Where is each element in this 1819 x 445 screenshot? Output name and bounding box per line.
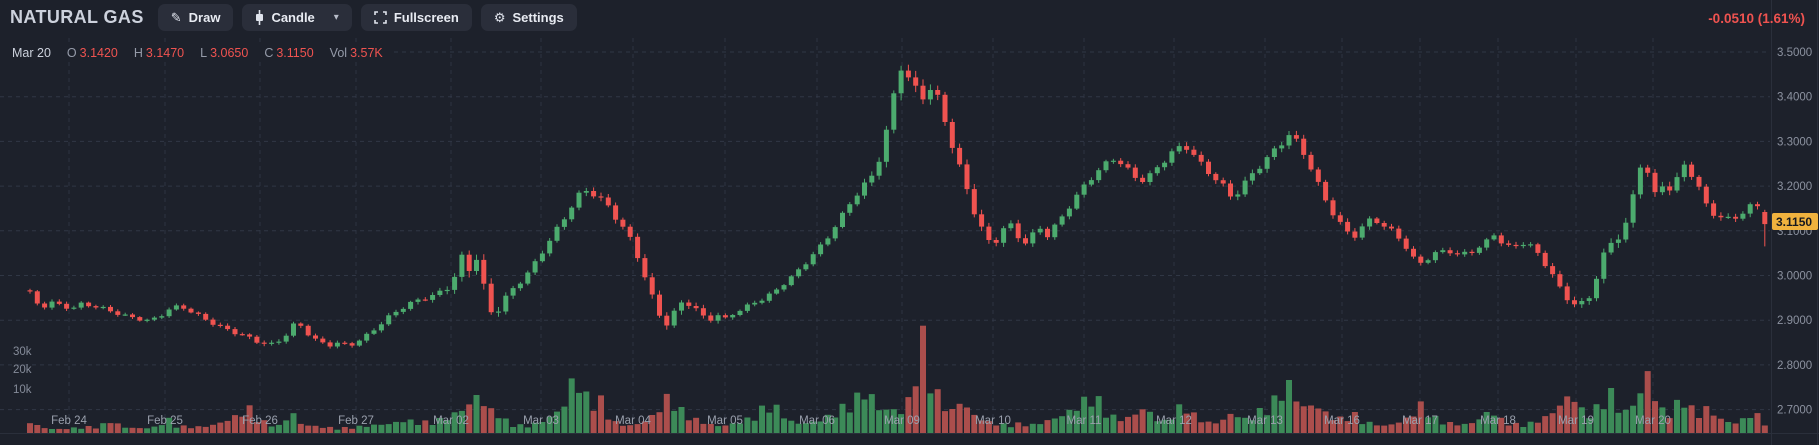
legend-item: O 3.1420 — [67, 46, 118, 60]
svg-text:3.3000: 3.3000 — [1777, 136, 1812, 148]
legend-item-label: C — [264, 46, 274, 60]
svg-text:30k: 30k — [13, 346, 32, 358]
svg-text:2.7000: 2.7000 — [1777, 405, 1812, 417]
y-axis[interactable]: 3.50003.40003.30003.20003.10003.00002.90… — [1777, 47, 1812, 417]
legend-item-label: H — [133, 46, 143, 60]
x-axis[interactable]: Feb 24 Feb 25 Feb 26 Feb 27 Mar 02 Mar 03 Mar … — [51, 415, 1671, 427]
candle-type-dropdown[interactable]: Candle ▾ — [242, 4, 352, 31]
svg-text:3.4000: 3.4000 — [1777, 92, 1812, 104]
svg-text:Mar 20: Mar 20 — [1635, 415, 1671, 427]
legend-item-value: 3.0650 — [210, 46, 249, 60]
legend-item-label: Vol — [329, 46, 348, 60]
svg-text:Mar 17: Mar 17 — [1402, 415, 1438, 427]
legend-item-label: O — [66, 46, 77, 60]
svg-text:Mar 11: Mar 11 — [1067, 415, 1102, 427]
svg-text:Mar 19: Mar 19 — [1558, 415, 1594, 427]
draw-button[interactable]: ✎ Draw — [157, 4, 234, 31]
svg-text:Mar 18: Mar 18 — [1480, 415, 1516, 427]
svg-text:Mar 09: Mar 09 — [884, 415, 920, 427]
volume-layer — [27, 325, 1768, 433]
fullscreen-button-label: Fullscreen — [393, 10, 459, 25]
pencil-icon: ✎ — [170, 10, 182, 25]
legend-item: C 3.1150 — [264, 46, 313, 60]
legend-item-value: 3.57K — [350, 46, 383, 60]
svg-text:Mar 06: Mar 06 — [799, 415, 835, 427]
price-change: -0.0510 (1.61%) — [1708, 11, 1805, 26]
legend-item: Vol 3.57K — [330, 46, 383, 60]
svg-text:20k: 20k — [13, 364, 32, 376]
last-price-tag: 3.1150 — [1772, 213, 1818, 230]
svg-text:3.0000: 3.0000 — [1777, 271, 1812, 283]
svg-text:2.9000: 2.9000 — [1777, 315, 1812, 327]
svg-text:Mar 02: Mar 02 — [433, 415, 469, 427]
legend-item: L 3.0650 — [200, 46, 248, 60]
settings-button-label: Settings — [512, 10, 564, 25]
svg-text:Feb 25: Feb 25 — [147, 415, 183, 427]
ohlc-legend: Mar 20 O 3.1420 H 3.1470 L 3.0650 C 3.1150 Vol 3.… — [12, 45, 391, 61]
svg-text:3.2000: 3.2000 — [1777, 181, 1812, 193]
svg-text:Mar 10: Mar 10 — [975, 415, 1011, 427]
svg-text:3.5000: 3.5000 — [1777, 47, 1812, 59]
gear-icon: ⚙ — [493, 10, 506, 25]
candles-layer — [27, 64, 1768, 349]
svg-text:Feb 26: Feb 26 — [242, 415, 278, 427]
svg-text:Mar 16: Mar 16 — [1324, 415, 1360, 427]
svg-text:Mar 03: Mar 03 — [523, 415, 559, 427]
legend-item-value: 3.1150 — [276, 46, 314, 60]
svg-text:3.1150: 3.1150 — [1776, 215, 1812, 229]
draw-button-label: Draw — [188, 10, 221, 25]
svg-text:2.8000: 2.8000 — [1777, 360, 1812, 372]
symbol-title: NATURAL GAS — [10, 7, 144, 27]
svg-text:Mar 13: Mar 13 — [1247, 415, 1283, 427]
legend-date: Mar 20 — [12, 46, 51, 60]
legend-item-label: L — [200, 46, 208, 60]
candlestick-icon — [255, 10, 264, 25]
legend-item: H 3.1470 — [134, 46, 184, 60]
settings-button[interactable]: ⚙ Settings — [480, 4, 577, 31]
toolbar: NATURAL GAS ✎ Draw Candle ▾ Fullscreen ⚙… — [10, 4, 577, 31]
svg-text:Mar 05: Mar 05 — [707, 415, 743, 427]
fullscreen-button[interactable]: Fullscreen — [360, 4, 472, 31]
fullscreen-icon — [374, 11, 387, 24]
svg-text:Mar 04: Mar 04 — [615, 415, 651, 427]
svg-text:Mar 12: Mar 12 — [1156, 415, 1192, 427]
volume-axis-labels: 30k 20k 10k — [13, 346, 32, 396]
legend-item-value: 3.1470 — [145, 46, 185, 60]
svg-text:Feb 24: Feb 24 — [51, 415, 87, 427]
legend-item-value: 3.1420 — [79, 46, 118, 60]
svg-text:10k: 10k — [13, 384, 32, 396]
chevron-down-icon: ▾ — [333, 12, 339, 23]
svg-text:Feb 27: Feb 27 — [338, 415, 374, 427]
candle-type-label: Candle — [271, 10, 315, 25]
grid-layer — [0, 38, 1770, 433]
